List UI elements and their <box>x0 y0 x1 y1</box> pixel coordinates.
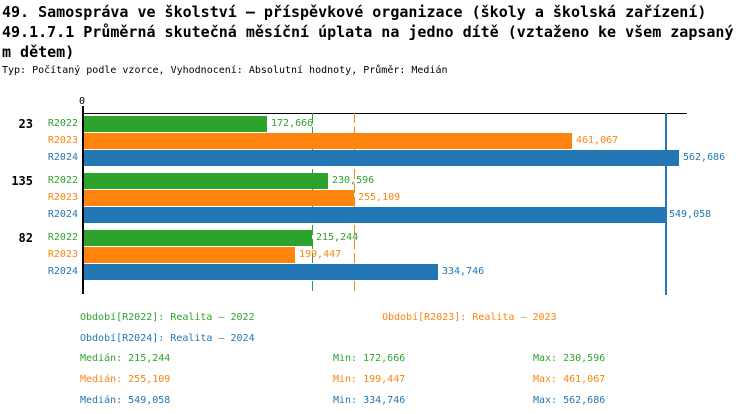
stat-median-r2023: Medián: 255,109 <box>80 374 171 385</box>
row-label-r2024-group-82: R2024 <box>47 266 78 277</box>
stat-median-r2024: Medián: 549,058 <box>80 395 171 406</box>
bar-value-r2023-group-135: 255,109 <box>358 192 401 203</box>
bar-value-r2023-group-82: 199,447 <box>299 249 342 260</box>
bar-r2024-group-23 <box>84 150 679 166</box>
stat-median-r2022: Medián: 215,244 <box>80 353 171 364</box>
report-title-line3: m dětem) <box>2 43 75 61</box>
row-label-r2024-group-23: R2024 <box>47 152 78 163</box>
median-line-r2024 <box>665 113 667 295</box>
bar-value-r2023-group-23: 461,067 <box>576 135 619 146</box>
bar-r2022-group-23 <box>84 116 267 132</box>
stat-max-r2024: Max: 562,686 <box>533 395 606 406</box>
bar-r2023-group-82 <box>84 247 295 263</box>
bar-r2024-group-82 <box>84 264 438 280</box>
row-label-r2023-group-23: R2023 <box>47 135 78 146</box>
row-label-r2024-group-135: R2024 <box>47 209 78 220</box>
bar-r2022-group-135 <box>84 173 328 189</box>
row-label-r2022-group-82: R2022 <box>47 232 78 243</box>
row-label-r2023-group-135: R2023 <box>47 192 78 203</box>
report-title-line2: 49.1.7.1 Průměrná skutečná měsíční úplat… <box>2 23 734 41</box>
bar-value-r2022-group-135: 230,596 <box>332 175 375 186</box>
x-axis-line <box>82 113 687 114</box>
x-axis-zero-tick: 0 <box>78 96 86 107</box>
bar-r2023-group-23 <box>84 133 572 149</box>
bar-r2022-group-82 <box>84 230 312 246</box>
bar-value-r2024-group-82: 334,746 <box>442 266 485 277</box>
report-title-line1: 49. Samospráva ve školství – příspěvkové… <box>2 3 707 21</box>
stat-min-r2023: Min: 199,447 <box>333 374 406 385</box>
legend-item-r2023: Období[R2023]: Realita – 2023 <box>382 312 557 323</box>
legend-item-r2022: Období[R2022]: Realita – 2022 <box>80 312 255 323</box>
bar-value-r2024-group-23: 562,686 <box>683 152 726 163</box>
stat-max-r2022: Max: 230,596 <box>533 353 606 364</box>
report-meta-line: Typ: Počítaný podle vzorce, Vyhodnocení:… <box>2 65 448 76</box>
row-label-r2022-group-135: R2022 <box>47 175 78 186</box>
row-label-r2023-group-82: R2023 <box>47 249 78 260</box>
bar-r2024-group-135 <box>84 207 665 223</box>
row-label-r2022-group-23: R2022 <box>47 118 78 129</box>
stat-min-r2022: Min: 172,666 <box>333 353 406 364</box>
group-label-82: 82 <box>18 231 33 245</box>
bar-value-r2024-group-135: 549,058 <box>669 209 712 220</box>
bar-value-r2022-group-23: 172,666 <box>271 118 314 129</box>
median-line-r2023 <box>354 113 355 295</box>
group-label-135: 135 <box>11 174 33 188</box>
legend-item-r2024: Období[R2024]: Realita – 2024 <box>80 333 255 344</box>
stat-min-r2024: Min: 334,746 <box>333 395 406 406</box>
bar-value-r2022-group-82: 215,244 <box>316 232 359 243</box>
bar-r2023-group-135 <box>84 190 354 206</box>
group-label-23: 23 <box>18 117 33 131</box>
y-axis-line <box>82 106 84 294</box>
stat-max-r2023: Max: 461,067 <box>533 374 606 385</box>
